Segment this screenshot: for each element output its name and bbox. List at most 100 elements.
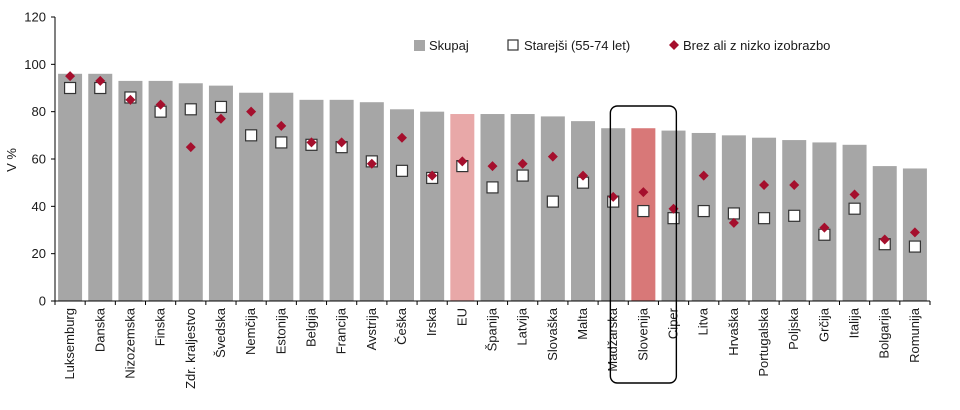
category-label-Italija: Italija (847, 307, 862, 338)
slovenia-highlight-frame (609, 105, 678, 384)
square-marker-Nemčija (245, 129, 258, 142)
diamond-marker-Italija (849, 189, 860, 200)
square-marker-Estonija (275, 136, 288, 149)
square-marker-Luksemburg (63, 81, 77, 95)
bar-Avstrija (359, 102, 384, 301)
diamond-marker-Portugalska (759, 180, 770, 191)
diamond-marker-Avstrija (366, 158, 377, 169)
y-tick-label: 100 (24, 57, 46, 72)
category-label-Poljska: Poljska (786, 307, 801, 350)
diamond-marker-Slovenija (638, 187, 649, 198)
category-label-Francija: Francija (334, 307, 349, 354)
diamond-marker-Belgija (306, 137, 317, 148)
square-marker-Hrvaška (727, 207, 740, 220)
bar-Zdr. kraljestvo (178, 83, 203, 302)
category-label-Grčija: Grčija (816, 307, 831, 342)
square-marker-Češka (395, 164, 409, 177)
legend-swatch-square (507, 39, 519, 51)
category-label-Hrvaška: Hrvaška (726, 307, 741, 355)
bar-Italija (842, 144, 867, 301)
diamond-marker-Poljska (789, 180, 800, 191)
y-tick-label: 40 (32, 199, 46, 214)
y-axis: 0 20 40 60 80 100 120 (24, 10, 56, 309)
y-axis-label: V % (4, 148, 19, 172)
category-label-Estonija: Estonija (273, 307, 288, 354)
square-marker-Romunija (908, 240, 922, 253)
diamond-marker-Češka (396, 132, 407, 143)
bar-Francija (329, 99, 354, 301)
square-marker-Ciper (667, 212, 680, 225)
diamond-marker-Latvija (517, 158, 528, 169)
category-label-Irska: Irska (424, 307, 439, 336)
category-label-Malta: Malta (575, 307, 590, 340)
bar-Španija (480, 114, 505, 302)
category-label-Španija: Španija (485, 307, 500, 351)
diamond-marker-Luksemburg (65, 71, 76, 82)
legend-swatch-diamond (669, 40, 679, 50)
bar-Luksemburg (58, 73, 83, 301)
diamond-marker-Grčija (819, 222, 830, 233)
markers-layer (63, 71, 922, 253)
bar-Belgija (299, 99, 324, 301)
diamond-marker-Bolgarija (879, 234, 890, 245)
diamond-marker-Švedska (215, 113, 226, 124)
diamond-marker-Nemčija (246, 106, 257, 117)
category-label-Belgija: Belgija (303, 307, 318, 347)
bar-Latvija (510, 114, 535, 302)
square-marker-Latvija (516, 169, 529, 182)
diamond-marker-Romunija (909, 227, 920, 238)
category-label-Litva: Litva (696, 307, 711, 335)
bar-Irska (420, 111, 445, 302)
square-marker-Litva (697, 204, 710, 218)
legend-swatch-bar (414, 40, 425, 51)
square-marker-Portugalska (757, 212, 771, 225)
category-label-Švedska: Švedska (213, 307, 228, 358)
diamond-marker-Litva (698, 170, 709, 181)
bar-Danska (88, 73, 113, 301)
highlight-frame-layer (609, 105, 678, 384)
bar-Bolgarija (872, 166, 897, 301)
category-label-Ciper: Ciper (666, 307, 681, 339)
category-label-Romunija: Romunija (907, 307, 922, 363)
square-marker-Slovenija (637, 204, 650, 218)
category-label-Portugalska: Portugalska (756, 307, 771, 376)
square-marker-Švedska (214, 100, 228, 114)
diamond-marker-Hrvaška (728, 217, 739, 228)
bar-Madžarska (601, 128, 626, 301)
diamond-marker-Nizozemska (125, 94, 136, 105)
diamond-marker-Irska (427, 170, 438, 181)
bar-Malta (571, 121, 596, 301)
category-label-EU: EU (454, 308, 469, 326)
legend-label-diamond: Brez ali z nizko izobrazbo (683, 38, 830, 53)
square-marker-Poljska (788, 209, 801, 222)
diamond-marker-Francija (336, 137, 347, 148)
category-label-Avstrija: Avstrija (364, 307, 379, 350)
y-tick-label: 120 (24, 10, 46, 25)
diamond-marker-Slovaška (547, 151, 558, 162)
square-marker-Slovaška (546, 195, 559, 208)
diamond-marker-Finska (155, 99, 166, 110)
diamond-marker-EU (457, 156, 468, 167)
x-axis: Luksemburg Danska Nizozemska Finska Zdr. kra… (54, 300, 931, 389)
category-label-Bolgarija: Bolgarija (877, 307, 892, 358)
diamond-marker-Zdr. kraljestvo (185, 142, 196, 153)
y-tick-label: 80 (32, 104, 46, 119)
category-label-Slovaška: Slovaška (545, 307, 560, 361)
category-label-Nizozemska: Nizozemska (122, 307, 137, 379)
diamond-marker-Estonija (276, 120, 287, 131)
category-label-Slovenija: Slovenija (635, 307, 650, 361)
category-label-Češka: Češka (394, 307, 409, 345)
category-label-Finska: Finska (153, 307, 168, 346)
legend-label-bar: Skupaj (429, 38, 469, 53)
category-label-Zdr. kraljestvo: Zdr. kraljestvo (183, 308, 198, 389)
category-label-Danska: Danska (92, 307, 107, 352)
diamond-marker-Malta (578, 170, 589, 181)
legend: Skupaj Starejši (55-74 let) Brez ali z niz… (414, 38, 830, 53)
diamond-marker-Španija (487, 161, 498, 172)
legend-label-square: Starejši (55-74 let) (524, 38, 630, 53)
y-tick-label: 60 (32, 152, 46, 167)
bar-Nizozemska (118, 80, 143, 302)
category-label-Madžarska: Madžarska (605, 307, 620, 371)
bar-Grčija (812, 142, 837, 301)
